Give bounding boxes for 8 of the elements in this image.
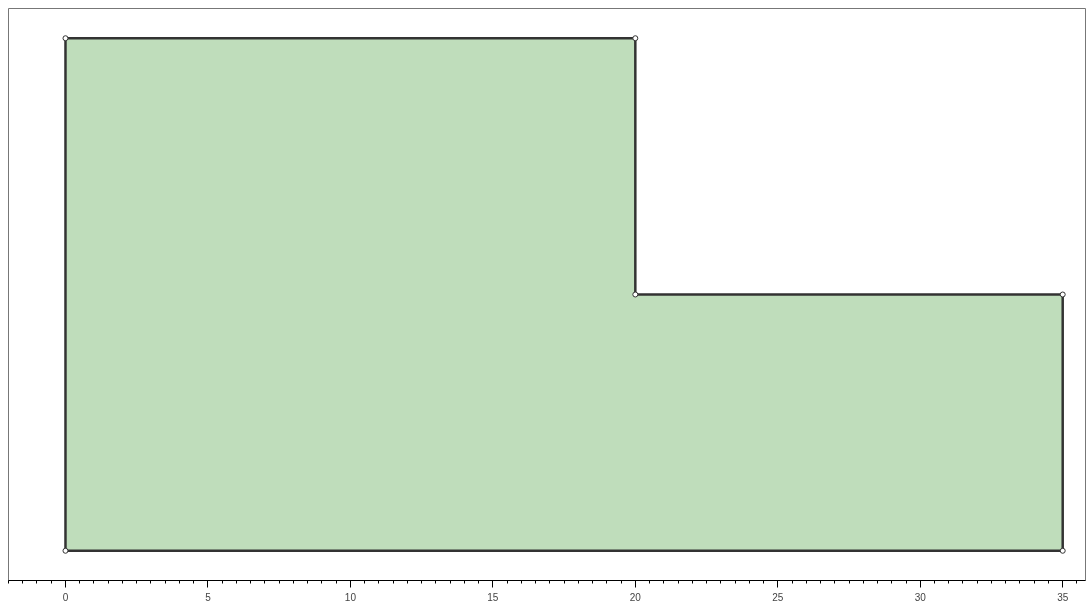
x-tick-label: 30 bbox=[914, 591, 927, 603]
x-tick-label: 5 bbox=[205, 591, 212, 603]
x-tick-label: 15 bbox=[487, 591, 499, 603]
x-tick-label: 10 bbox=[344, 591, 357, 603]
x-tick-label: 25 bbox=[772, 591, 784, 603]
x-tick-label: 35 bbox=[1057, 591, 1069, 603]
x-tick-label: 0 bbox=[62, 591, 69, 603]
x-tick-label: 20 bbox=[629, 591, 642, 603]
